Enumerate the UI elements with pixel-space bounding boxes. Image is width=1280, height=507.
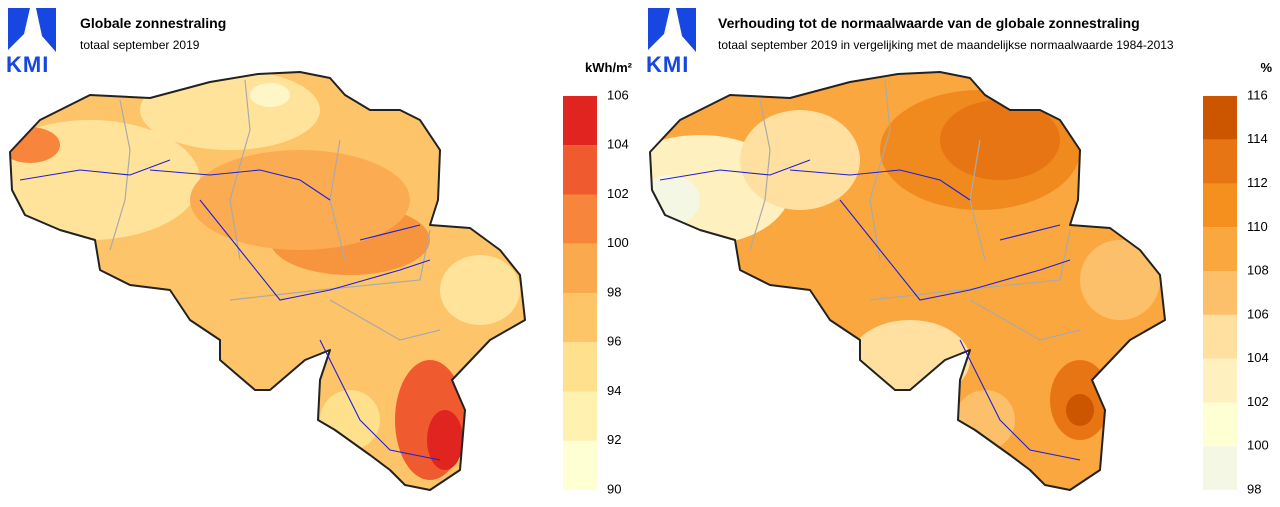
legend-label: 98 [607,284,621,299]
subtitle: totaal september 2019 in vergelijking me… [718,38,1174,52]
left-panel: KMI Globale zonnestraling totaal septemb… [6,8,633,496]
title: Verhouding tot de normaalwaarde van de g… [718,15,1140,31]
legend-label: 96 [607,334,621,349]
color-band [563,194,597,244]
legend-label: 106 [1247,306,1269,321]
color-band [1203,358,1237,403]
color-band [1203,183,1237,228]
legend-label: 116 [1247,87,1268,102]
legend-label: 108 [1247,263,1269,278]
logo-text: KMI [6,52,49,77]
color-band [563,342,597,392]
color-band [563,96,597,146]
color-band [1203,314,1237,359]
legend-label: 112 [1247,175,1268,190]
color-band [563,243,597,293]
subtitle: totaal september 2019 [80,38,200,52]
color-band [563,391,597,441]
unit: % [1260,60,1272,75]
right-panel: KMI Verhouding tot de normaalwaarde van … [646,8,1272,496]
legend-label: 104 [1247,350,1269,365]
logo: KMI [646,8,696,77]
map [9,71,526,491]
legend-label: 110 [1247,219,1268,234]
legend-label: 100 [607,235,629,250]
logo: KMI [6,8,56,77]
legend: 98 100 102 104 106 108 110 112 114 116 [1203,87,1269,496]
legend-label: 104 [607,137,629,152]
color-band [1203,139,1237,184]
unit: kWh/m² [585,60,633,75]
legend-label: 94 [607,383,621,398]
color-band [1203,96,1237,140]
legend-label: 92 [607,432,621,447]
color-band [1203,271,1237,315]
legend-label: 102 [607,186,629,201]
legend-label: 98 [1247,481,1261,496]
title: Globale zonnestraling [80,15,226,31]
color-band [563,145,597,195]
color-band [1203,402,1237,447]
legend-label: 102 [1247,394,1269,409]
color-band [1203,446,1237,490]
legend-label: 100 [1247,438,1269,453]
color-band [563,440,597,490]
color-band [1203,227,1237,272]
legend-label: 114 [1247,131,1268,146]
logo-text: KMI [646,52,689,77]
legend-label: 90 [607,481,621,496]
legend: 90 92 94 96 98 100 102 104 106 [563,87,629,496]
legend-label: 106 [607,87,629,102]
color-band [563,293,597,343]
map [649,71,1166,491]
